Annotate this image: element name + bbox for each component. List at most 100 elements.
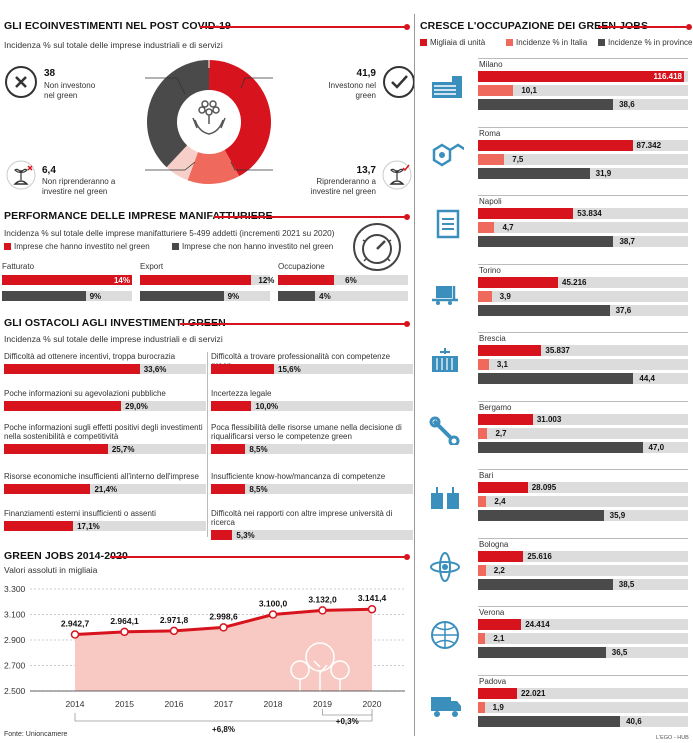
obstacle-bar: [211, 444, 246, 454]
city-separator: [478, 606, 688, 607]
city-name: Bologna: [479, 539, 509, 549]
perf-title: PERFORMANCE DELLE IMPRESE MANIFATTURIERE: [4, 210, 273, 222]
obstacle-bar: [211, 401, 252, 411]
city-value-units: 24.414: [525, 620, 550, 629]
perf-bar-track: [278, 275, 408, 285]
city-value-italia: 2,7: [495, 428, 507, 438]
ost-rule-dot: [404, 321, 410, 327]
city-bar-italia: [478, 701, 485, 713]
city-name: Verona: [479, 608, 505, 617]
jobs-point: [367, 604, 377, 614]
obstacle-bar-track: [4, 364, 206, 374]
city-bar-units: [478, 413, 533, 425]
city-bar-province: [478, 510, 604, 521]
city-value-units: 22.021: [520, 688, 546, 698]
city-value-italia: 7,5: [512, 154, 524, 164]
city-bar-province: [478, 236, 614, 247]
jobs-value-label: 2.998,6: [209, 611, 238, 621]
city-bar-track: [478, 510, 688, 521]
city-value-italia: 2,4: [494, 497, 506, 506]
city-value-italia: 3,9: [499, 291, 511, 301]
jobs-rule: [110, 556, 407, 558]
perf-group-label: Fatturato: [2, 262, 35, 271]
cities-legend-italia: Incidenze % in Italia: [506, 38, 587, 47]
city-bar-track: [478, 687, 688, 699]
jobs-ytick: 2.900: [4, 635, 26, 645]
perf-bar-invested: [140, 275, 252, 285]
city-value-units: 53.834: [577, 209, 602, 218]
city-separator: [478, 195, 688, 196]
city-value-province: 37,6: [615, 305, 632, 315]
city-value-units: 35.837: [545, 346, 570, 355]
eco-resume-label: Riprenderanno a investire nel green: [310, 177, 376, 196]
obstacle-bar-track: [211, 364, 413, 374]
city-value-province: 40,6: [626, 716, 642, 726]
atom-icon: [428, 551, 464, 587]
city-bar-units: [478, 687, 517, 699]
plant-cross-icon: [6, 160, 36, 195]
city-bar-units: [478, 71, 684, 82]
jobs-bracket-last: [322, 709, 373, 716]
city-value-province: 44,4: [639, 374, 655, 383]
city-bar-track: [478, 208, 688, 219]
perf-group-label: Occupazione: [278, 262, 325, 271]
perf-bar-track: [278, 291, 408, 301]
jobs-value-label: 3.100,0: [259, 599, 288, 609]
city-bar-track: [478, 633, 688, 644]
obstacle-bar-track: [211, 484, 413, 494]
perf-bar-track: [2, 275, 132, 285]
city-value-province: 31,9: [595, 168, 612, 178]
eco-no-invest-value: 38: [44, 68, 56, 79]
perf-bar-track: [140, 291, 270, 301]
city-bar-track: [478, 715, 688, 727]
city-bar-italia: [478, 564, 486, 576]
city-value-units: 87.342: [636, 140, 662, 150]
city-bar-track: [478, 71, 688, 82]
cities-legend-province: Incidenze % in province: [598, 38, 693, 47]
gauge-icon: [352, 222, 402, 277]
cities-rule-dot: [686, 24, 692, 30]
obstacle-value: 33,6%: [143, 365, 167, 374]
jobs-xtick: 2014: [66, 699, 85, 709]
city-bar-track: [478, 578, 688, 590]
obstacle-value: 8,5%: [249, 485, 268, 494]
jobs-point: [169, 626, 179, 636]
city-bar-track: [478, 359, 688, 370]
obstacle-label: Insufficiente know-how/mancanza di compe…: [211, 472, 386, 481]
city-bar-track: [478, 564, 688, 576]
eco-resume-value: 13,7: [356, 165, 376, 176]
jobs-subtitle: Valori assoluti in migliaia: [4, 565, 98, 575]
jobs-point: [219, 623, 228, 632]
city-bar-province: [478, 99, 614, 110]
perf-legend-b: Imprese che non hanno investito nel gree…: [172, 242, 333, 251]
city-bar-italia: [478, 290, 492, 302]
city-value-italia: 10,1: [521, 86, 537, 95]
city-bar-province: [478, 578, 613, 590]
jobs-bracket-total: [74, 713, 373, 722]
cities-legend-italia-label: Incidenze % in Italia: [516, 38, 588, 47]
perf-value-invested: 12%: [258, 276, 275, 285]
jobs-ytick: 2.500: [4, 686, 26, 696]
city-bar-track: [478, 236, 688, 247]
city-name: Milano: [479, 60, 503, 69]
jobs-note-total: +6,8%: [212, 725, 235, 734]
obstacle-bar: [4, 364, 140, 374]
city-bar-track: [478, 139, 688, 151]
city-bar-track: [478, 427, 688, 439]
obstacle-label: Incertezza legale: [211, 389, 272, 398]
perf-bar-track: [140, 275, 270, 285]
city-bar-track: [478, 290, 688, 302]
city-value-province: 38,5: [618, 579, 635, 589]
city-bar-units: [478, 619, 522, 630]
cities-legend-units-label: Migliaia di unità: [430, 38, 486, 47]
city-bar-track: [478, 496, 688, 507]
obstacle-label: Difficoltà ad ottenere incentivi, troppa…: [4, 352, 176, 361]
city-bar-province: [478, 441, 643, 453]
obstacle-bar: [4, 444, 108, 454]
city-bar-track: [478, 441, 688, 453]
obstacle-value: 15,6%: [278, 365, 301, 374]
city-bar-track: [478, 276, 688, 288]
perf-legend-b-label: Imprese che non hanno investito nel gree…: [182, 242, 334, 251]
city-bar-italia: [478, 633, 486, 644]
city-separator: [478, 400, 688, 402]
